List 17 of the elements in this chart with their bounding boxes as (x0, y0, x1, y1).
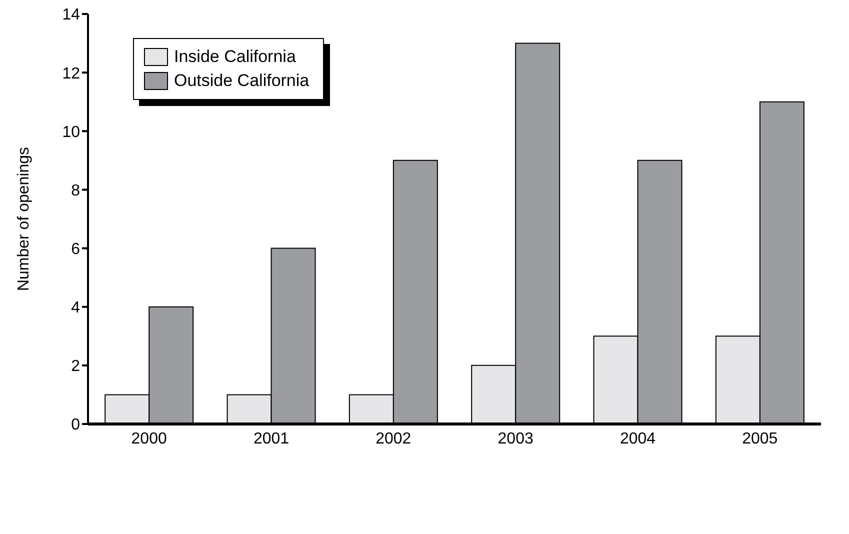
x-tick-label: 2003 (498, 430, 534, 448)
legend-label: Outside California (174, 70, 310, 92)
y-tick-label: 8 (71, 182, 80, 200)
y-tick-label: 12 (62, 65, 80, 82)
x-tick-label: 2001 (253, 430, 290, 448)
y-tick-label: 10 (62, 124, 80, 141)
y-tick-label: 4 (71, 300, 80, 317)
y-tick-label: 6 (71, 240, 80, 258)
y-tick-label: 14 (62, 6, 80, 24)
y-tick-label: 0 (71, 416, 80, 434)
y-tick-label: 2 (71, 358, 80, 376)
x-tick-label: 2000 (131, 430, 167, 448)
y-axis-title: Number of openings (16, 146, 33, 292)
x-tick-label: 2004 (620, 430, 656, 448)
x-tick-label: 2002 (376, 430, 412, 448)
x-tick-label: 2005 (742, 430, 778, 448)
legend-label: Inside California (174, 46, 296, 68)
